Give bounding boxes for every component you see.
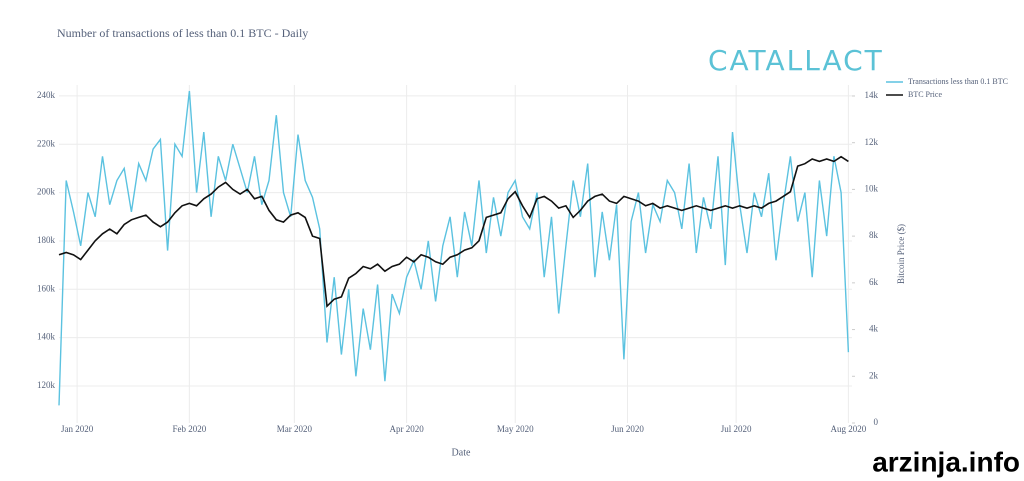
y-tick-label: 160k [37,283,56,293]
series-line [58,155,849,308]
x-axis-title: Date [452,447,471,458]
y2-tick-label: 14k [865,90,879,100]
y-tick-label: 140k [37,332,56,342]
x-tick-label: May 2020 [497,424,534,434]
y2-tick-label: 8k [869,230,879,240]
series-line [58,90,850,406]
logo: CATALLACT [708,44,884,77]
legend-label: BTC Price [908,90,942,99]
y-tick-label: 240k [37,90,56,100]
x-tick-label: Mar 2020 [277,424,313,434]
y2-tick-label: 2k [869,370,879,380]
y-tick-label: 220k [37,138,56,148]
x-tick-label: Aug 2020 [831,424,867,434]
legend-label: Transactions less than 0.1 BTC [908,77,1008,86]
y-tick-label: 120k [37,380,56,390]
x-tick-label: Jan 2020 [61,424,94,434]
x-tick-label: Jun 2020 [611,424,644,434]
y2-axis-title: Bitcoin Price ($) [896,224,906,284]
y-tick-label: 180k [37,235,56,245]
x-tick-label: Apr 2020 [389,424,424,434]
y2-tick-label: 12k [865,137,879,147]
watermark: arzinja.info [872,446,1020,477]
y-tick-label: 200k [37,187,56,197]
x-tick-label: Feb 2020 [172,424,206,434]
y2-tick-label: 6k [869,277,879,287]
y2-tick-label: 10k [865,183,879,193]
y2-tick-label: 0 [874,417,879,427]
chart-title: Number of transactions of less than 0.1 … [57,26,308,40]
x-tick-label: Jul 2020 [721,424,752,434]
y2-tick-label: 4k [869,324,879,334]
